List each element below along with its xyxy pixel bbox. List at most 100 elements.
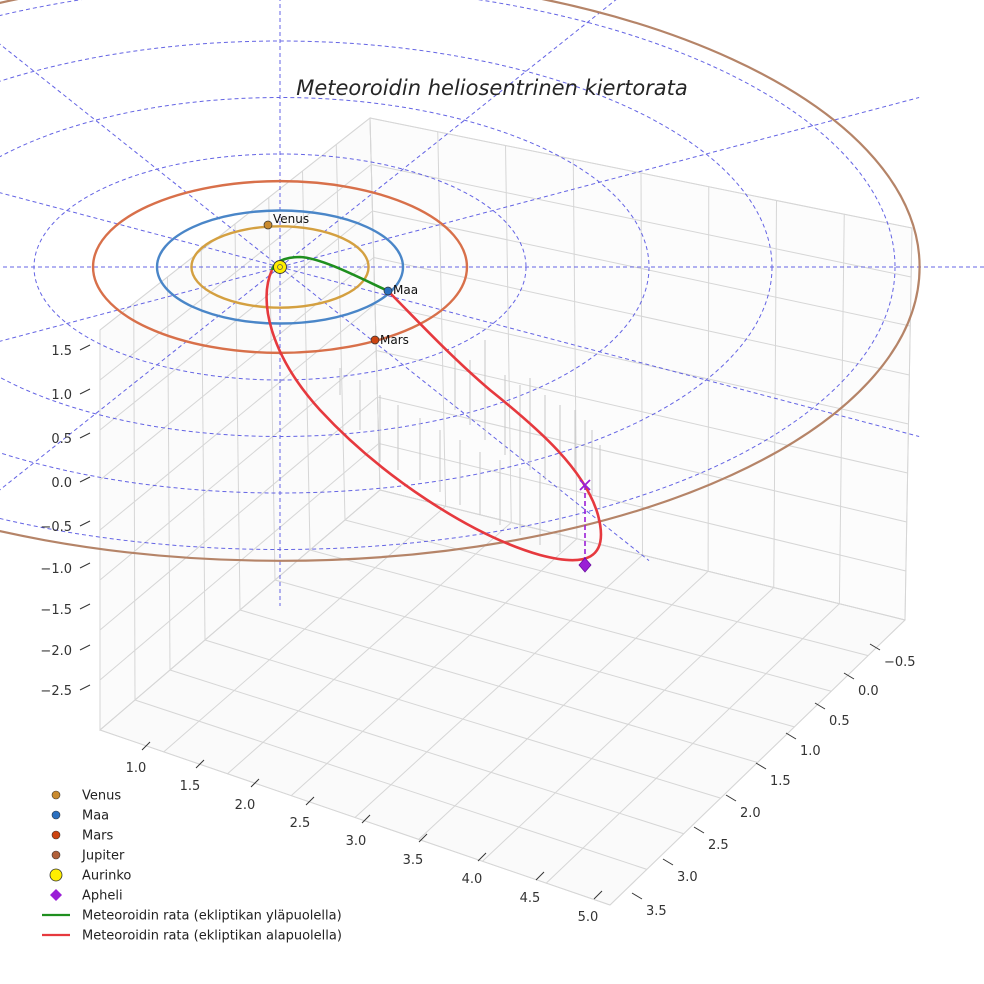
grid-line (274, 579, 795, 728)
x-tick-label: 3.5 (646, 904, 667, 919)
y-tick-mark (361, 814, 371, 824)
y-tick-mark (250, 778, 260, 788)
aphelion-marker (578, 557, 592, 573)
x-tick-label: 2.0 (740, 806, 761, 821)
grid-line (904, 227, 913, 621)
x-tick-mark (785, 732, 797, 740)
grid-line (302, 170, 311, 551)
y-tick-label: 1.0 (126, 761, 147, 776)
x-tick-label: 3.0 (677, 870, 698, 885)
y-tick-mark (195, 759, 205, 769)
y-tick-label: 5.0 (578, 910, 599, 925)
legend-label: Meteoroidin rata (ekliptikan yläpuolella… (82, 909, 342, 924)
legend-item: Maa (51, 809, 109, 824)
legend-item: Apheli (50, 889, 123, 904)
legend-label: Maa (82, 809, 109, 824)
planet-maa (383, 286, 393, 296)
legend-item: Jupiter (51, 849, 125, 864)
grid-line (354, 554, 643, 818)
planet-label-venus: Venus (273, 212, 309, 226)
grid-line (545, 603, 840, 884)
grid-line (335, 144, 346, 521)
z-tick-label: 1.0 (51, 388, 72, 403)
z-tick-mark (79, 684, 91, 691)
legend-label: Apheli (82, 889, 123, 904)
meteoroid-orbit-below (265, 269, 603, 562)
grid-line (374, 303, 909, 425)
legend-marker (51, 850, 61, 860)
tick-labels: 1.5 1.0 0.5 0.0 −0.5 −1.0 −1.5 −2.0 −2.5 1.0 1.5 2.… (40, 344, 915, 925)
polar-spoke (279, 266, 920, 437)
legend-label: Meteoroidin rata (ekliptikan alapuolella… (82, 929, 342, 944)
grid-line (99, 489, 381, 731)
grid-line (376, 350, 908, 474)
polar-spoke (279, 97, 920, 268)
legend: Venus Maa Mars Jupiter Aurinko Apheli Meteoroi… (42, 789, 342, 944)
x-tick-label: 1.0 (800, 744, 821, 759)
celestial-bodies: Venus Maa Mars (263, 212, 418, 347)
legend-marker (50, 889, 62, 901)
orbit-jupiter (0, 0, 921, 562)
legend-label: Venus (82, 789, 121, 804)
z-tick-label: −0.5 (40, 520, 72, 535)
z-tick-label: 0.0 (51, 476, 72, 491)
grid-line (482, 587, 775, 862)
y-tick-label: 3.0 (346, 834, 367, 849)
grid-line (99, 396, 378, 631)
y-tick-mark (477, 852, 487, 862)
x-tick-mark (843, 672, 855, 680)
z-tick-mark (79, 344, 91, 351)
y-tick-label: 2.0 (235, 798, 256, 813)
grid-line (99, 350, 377, 581)
grid-line (344, 519, 869, 657)
x-tick-label: −0.5 (884, 655, 916, 670)
y-tick-mark (141, 741, 151, 751)
grid-line (609, 619, 906, 906)
grid-line (838, 214, 845, 604)
z-tick-label: −1.5 (40, 603, 72, 618)
y-tick-label: 3.5 (403, 853, 424, 868)
legend-marker (51, 830, 61, 840)
x-tick-mark (693, 826, 705, 834)
y-tick-mark (305, 796, 315, 806)
y-tick-label: 4.0 (462, 872, 483, 887)
grid-line (418, 570, 709, 840)
x-tick-label: 0.0 (858, 684, 879, 699)
z-tick-label: 0.5 (51, 432, 72, 447)
legend-marker (49, 868, 63, 882)
legend-item: Meteoroidin rata (ekliptikan alapuolella… (42, 929, 342, 944)
x-tick-mark (662, 858, 674, 866)
sun-inner-ring (277, 264, 283, 270)
y-tick-mark (418, 833, 428, 843)
chart-title: Meteoroidin heliosentrinen kiertorata (296, 76, 688, 100)
legend-marker (51, 810, 61, 820)
legend-item: Aurinko (49, 868, 131, 884)
planet-label-mars: Mars (380, 333, 409, 347)
grid-line (309, 549, 832, 692)
legend-label: Mars (82, 829, 114, 844)
grid-line (99, 443, 380, 681)
z-tick-label: −2.5 (40, 684, 72, 699)
orbit-maa (155, 209, 405, 325)
z-tick-mark (79, 388, 91, 395)
grid-line (377, 396, 907, 523)
z-tick-mark (79, 644, 91, 651)
legend-item: Venus (51, 789, 121, 804)
orbit-venus (190, 225, 370, 309)
planet-orbits (0, 0, 921, 562)
legend-item: Mars (51, 829, 114, 844)
aphelion-projection-mark (579, 479, 591, 491)
legend-label: Jupiter (81, 849, 125, 864)
x-tick-label: 1.5 (770, 774, 791, 789)
z-tick-mark (79, 520, 91, 527)
x-tick-mark (869, 643, 881, 651)
legend-item: Meteoroidin rata (ekliptikan yläpuolella… (42, 909, 342, 924)
y-tick-mark (593, 890, 603, 900)
y-tick-mark (535, 871, 545, 881)
z-tick-mark (79, 603, 91, 610)
z-tick-label: −1.0 (40, 562, 72, 577)
y-tick-label: 2.5 (290, 816, 311, 831)
planet-label-maa: Maa (393, 283, 418, 297)
z-tick-mark (79, 432, 91, 439)
